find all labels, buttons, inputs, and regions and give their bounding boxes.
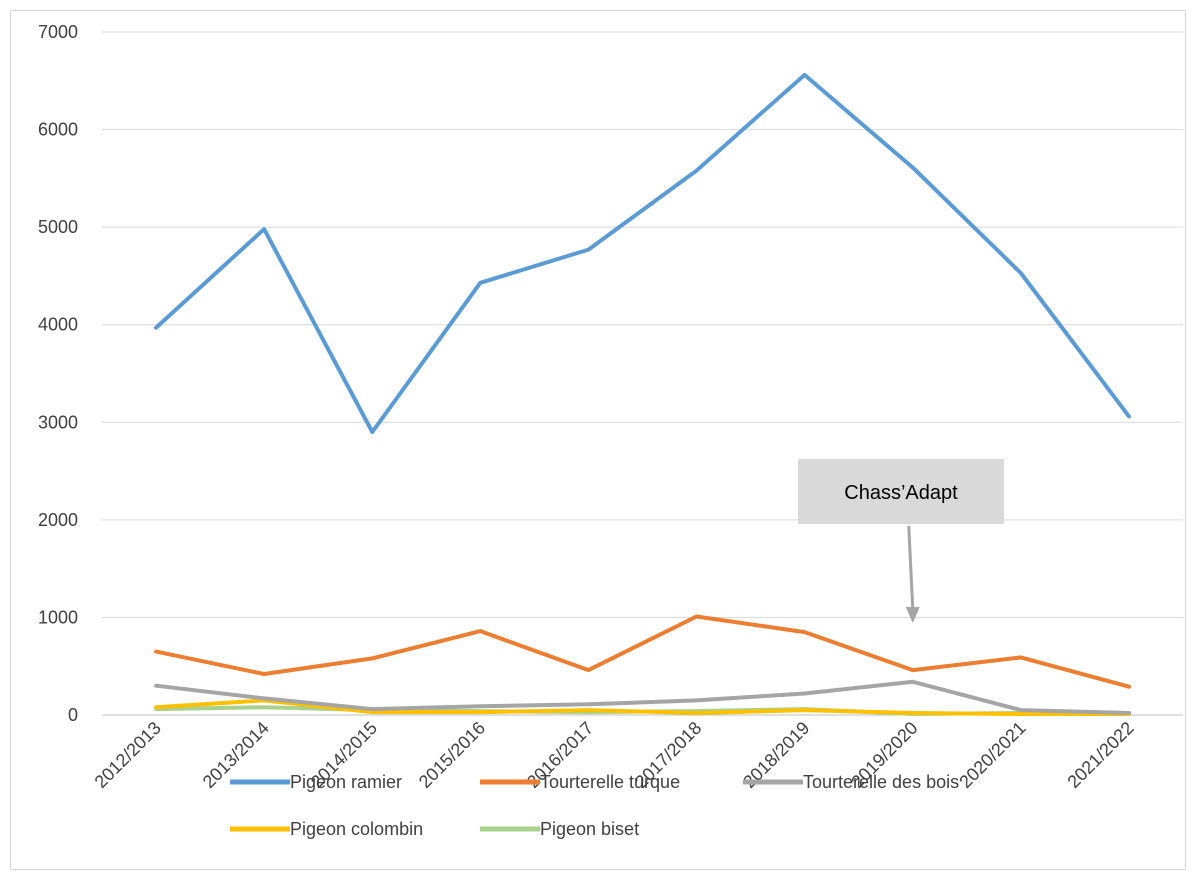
legend-label: Pigeon ramier	[290, 772, 402, 792]
y-tick-label: 3000	[38, 412, 78, 432]
x-tick-label: 2021/2022	[1063, 718, 1137, 792]
legend-item: Tourterelle turque	[480, 772, 680, 792]
legend-label: Tourterelle des bois	[803, 772, 959, 792]
annotation-arrow-head	[905, 606, 920, 623]
legend-label: Pigeon colombin	[290, 819, 423, 839]
y-tick-label: 1000	[38, 607, 78, 627]
legend-item: Pigeon biset	[480, 819, 639, 839]
gridlines	[102, 31, 1183, 716]
annotation-arrow	[907, 525, 915, 610]
series-lines	[154, 72, 1131, 716]
x-tick-label: 2020/2021	[955, 718, 1029, 792]
series-line	[154, 72, 1131, 434]
y-axis-ticks: 0 1000 2000 3000 4000 5000 6000 7000	[38, 22, 78, 725]
legend: Pigeon ramier Tourterelle turque Tourterel…	[230, 772, 959, 839]
y-tick-label: 0	[68, 705, 78, 725]
x-tick-label: 2012/2013	[91, 718, 165, 792]
series-line	[154, 614, 1131, 689]
legend-item: Pigeon colombin	[230, 819, 423, 839]
y-tick-label: 2000	[38, 510, 78, 530]
chart-frame	[10, 10, 1186, 870]
legend-item: Pigeon ramier	[230, 772, 402, 792]
y-tick-label: 6000	[38, 120, 78, 140]
legend-label: Tourterelle turque	[540, 772, 680, 792]
series-line	[154, 698, 1131, 716]
annotation-text: Chass’Adapt	[844, 482, 958, 504]
y-tick-label: 5000	[38, 217, 78, 237]
y-tick-label: 7000	[38, 22, 78, 42]
annotation: Chass’Adapt	[798, 459, 1004, 623]
legend-item: Tourterelle des bois	[743, 772, 959, 792]
series-line	[154, 679, 1131, 715]
legend-label: Pigeon biset	[540, 819, 639, 839]
y-tick-label: 4000	[38, 315, 78, 335]
x-tick-label: 2015/2016	[415, 718, 489, 792]
annotation-box	[798, 459, 1004, 524]
